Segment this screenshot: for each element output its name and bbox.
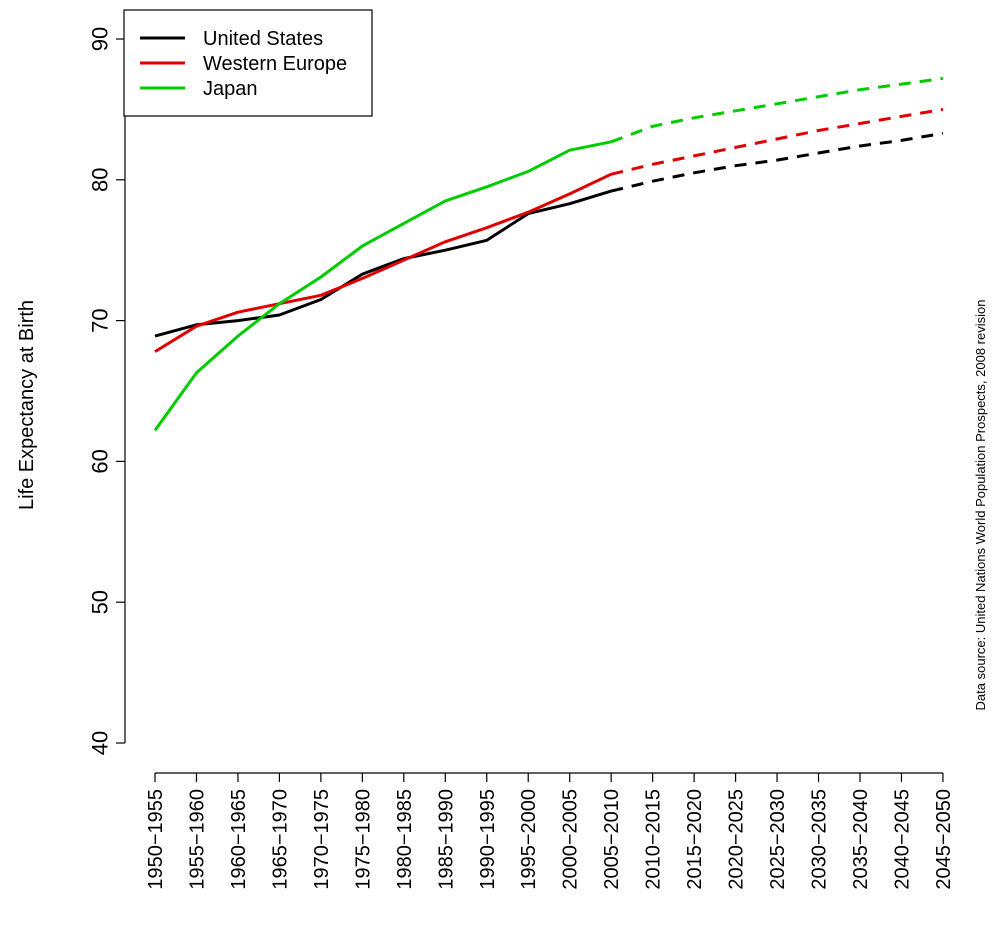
y-tick-label: 70	[88, 308, 113, 332]
x-tick-label: 2040−2045	[891, 789, 913, 890]
y-tick-label: 40	[88, 731, 113, 755]
x-tick-label: 2010−2015	[643, 789, 665, 890]
x-tick-label: 1990−1995	[477, 789, 499, 890]
y-axis-title: Life Expectancy at Birth	[16, 300, 38, 510]
x-tick-label: 1970−1975	[311, 789, 333, 890]
x-tick-label: 1980−1985	[394, 789, 416, 890]
x-tick-label: 2015−2020	[684, 789, 706, 890]
legend-label-western-europe: Western Europe	[203, 53, 347, 75]
x-tick-label: 1975−1980	[352, 789, 374, 890]
series-line-united-states-observed	[154, 189, 612, 338]
series-line-western-europe-observed	[154, 172, 612, 353]
legend-label-united-states: United States	[203, 28, 323, 50]
series-line-japan-projected	[610, 76, 944, 144]
y-tick-label: 50	[88, 590, 113, 614]
x-tick-label: 2020−2025	[726, 789, 748, 890]
x-tick-label: 1950−1955	[145, 789, 167, 890]
x-tick-label: 2005−2010	[601, 789, 623, 890]
x-tick-label: 2000−2005	[560, 789, 582, 890]
series-line-japan-observed	[153, 140, 612, 432]
x-tick-label: 2025−2030	[767, 789, 789, 890]
series-layer	[153, 76, 944, 432]
series-line-united-states-projected	[610, 131, 944, 193]
y-tick-label: 90	[88, 27, 113, 51]
y-tick-label: 80	[88, 168, 113, 192]
y-tick-label: 60	[88, 449, 113, 473]
x-tick-label: 1985−1990	[435, 789, 457, 890]
legend: United States Western Europe Japan	[123, 9, 373, 117]
legend-label-japan: Japan	[203, 78, 258, 100]
y-axis: 40 50 60 70 80 90	[88, 27, 126, 755]
x-tick-label: 2045−2050	[933, 789, 955, 890]
series-line-western-europe-projected	[610, 107, 944, 176]
x-tick-label: 1960−1965	[228, 789, 250, 890]
x-axis: 1950−1955 1955−1960 1960−1965 1965−1970 1970…	[145, 772, 955, 890]
x-tick-label: 1955−1960	[186, 789, 208, 890]
x-tick-label: 2030−2035	[809, 789, 831, 890]
x-tick-label: 1995−2000	[518, 789, 540, 890]
x-tick-label: 2035−2040	[850, 789, 872, 890]
data-source-note: Data source: United Nations World Popula…	[973, 300, 988, 711]
x-tick-label: 1965−1970	[269, 789, 291, 890]
